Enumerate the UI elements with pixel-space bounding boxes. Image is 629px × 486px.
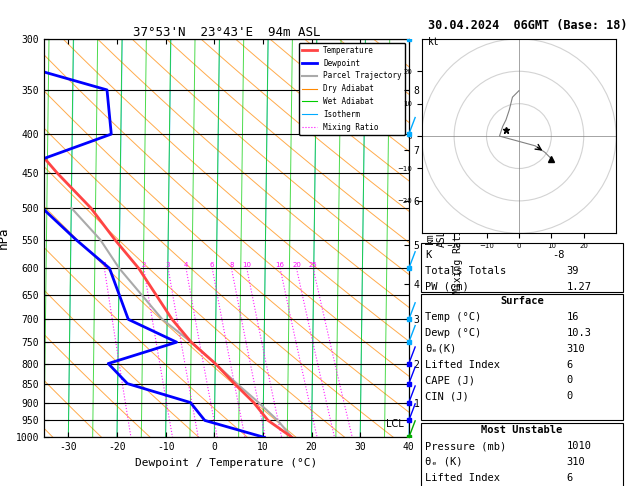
Text: 0: 0 [566, 375, 572, 385]
Text: Lifted Index: Lifted Index [425, 472, 501, 483]
Text: 4: 4 [184, 262, 188, 268]
Text: 6: 6 [566, 472, 572, 483]
Text: Dewp (°C): Dewp (°C) [425, 328, 482, 338]
Text: 30.04.2024  06GMT (Base: 18): 30.04.2024 06GMT (Base: 18) [428, 19, 627, 33]
Text: 8: 8 [229, 262, 234, 268]
Text: 310: 310 [566, 457, 585, 467]
Text: 2: 2 [142, 262, 146, 268]
Text: θₑ (K): θₑ (K) [425, 457, 463, 467]
Text: 39: 39 [566, 266, 579, 276]
Text: 3: 3 [166, 262, 170, 268]
Text: Pressure (mb): Pressure (mb) [425, 441, 507, 451]
Text: 0: 0 [566, 391, 572, 401]
Text: 25: 25 [309, 262, 318, 268]
Text: -8: -8 [552, 250, 565, 260]
X-axis label: Dewpoint / Temperature (°C): Dewpoint / Temperature (°C) [135, 458, 318, 468]
Text: Most Unstable: Most Unstable [481, 425, 563, 435]
Text: 1010: 1010 [566, 441, 591, 451]
Text: kt: kt [428, 37, 440, 47]
Text: 20: 20 [292, 262, 301, 268]
Text: PW (cm): PW (cm) [425, 282, 469, 292]
Legend: Temperature, Dewpoint, Parcel Trajectory, Dry Adiabat, Wet Adiabat, Isotherm, Mi: Temperature, Dewpoint, Parcel Trajectory… [299, 43, 405, 135]
Text: Temp (°C): Temp (°C) [425, 312, 482, 322]
Text: 1.27: 1.27 [566, 282, 591, 292]
Text: Lifted Index: Lifted Index [425, 360, 501, 370]
Title: 37°53'N  23°43'E  94m ASL: 37°53'N 23°43'E 94m ASL [133, 26, 320, 39]
Text: CIN (J): CIN (J) [425, 391, 469, 401]
Text: 10: 10 [242, 262, 252, 268]
Text: Surface: Surface [500, 296, 544, 307]
Text: 310: 310 [566, 344, 585, 354]
Text: LCL: LCL [386, 419, 404, 429]
Text: 6: 6 [566, 360, 572, 370]
Text: θₑ(K): θₑ(K) [425, 344, 457, 354]
Text: 1: 1 [102, 262, 107, 268]
Text: 16: 16 [276, 262, 285, 268]
Text: CAPE (J): CAPE (J) [425, 375, 476, 385]
Text: K: K [425, 250, 431, 260]
Text: Totals Totals: Totals Totals [425, 266, 507, 276]
Y-axis label: hPa: hPa [0, 227, 10, 249]
Text: 6: 6 [210, 262, 214, 268]
Y-axis label: km
ASL: km ASL [425, 229, 447, 247]
Text: 10.3: 10.3 [566, 328, 591, 338]
Text: Mixing Ratio (g/kg): Mixing Ratio (g/kg) [453, 182, 462, 294]
Text: 16: 16 [566, 312, 579, 322]
